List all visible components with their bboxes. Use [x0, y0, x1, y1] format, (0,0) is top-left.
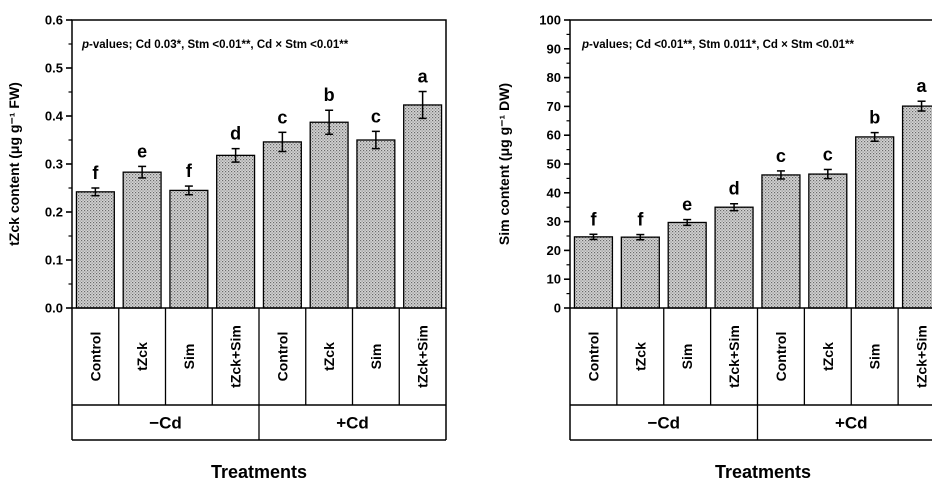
- chart2-bar: [573, 236, 614, 309]
- chart2-pvalues-annotation: p-values; Cd <0.01**, Stm 0.011*, Cd × S…: [581, 39, 855, 51]
- chart2-xlabel: Treatments: [715, 462, 811, 480]
- chart2-category-label: tZck+Sim: [914, 325, 930, 388]
- chart2-sig-letter: b: [869, 108, 880, 128]
- chart1-panel: 0.0 0.1 0.2 0.3 0.4 0.5 0.6 f e f d c b c a Control tZck…: [6, 13, 447, 480]
- chart1-category-label: tZck+Sim: [415, 325, 431, 388]
- chart1-sig-letter: c: [277, 107, 287, 127]
- chart1-category-label: tZck+Sim: [228, 325, 244, 388]
- chart2-ytick-label: 100: [539, 13, 561, 28]
- chart1-sig-letter: c: [371, 106, 381, 126]
- chart1-bar: [122, 171, 162, 309]
- chart2-pvalues-text: -values; Cd <0.01**, Stm 0.011*, Cd × St…: [589, 39, 854, 51]
- chart1-bar: [216, 154, 256, 309]
- chart2-ytick-label: 0: [554, 301, 561, 316]
- chart1-category-label: Sim: [181, 344, 197, 370]
- chart2-group-label: −Cd: [647, 414, 680, 433]
- chart1-sig-letter: f: [186, 161, 193, 181]
- chart2-bar: [667, 221, 707, 309]
- chart2-category-label: tZck: [632, 342, 648, 371]
- chart1-sig-letter: d: [230, 124, 241, 144]
- chart1-bar: [403, 104, 443, 309]
- chart2-ytick-label: 10: [547, 272, 561, 287]
- chart1-sig-letter: b: [324, 85, 335, 105]
- chart2-category-label: Sim: [679, 344, 695, 370]
- chart2-group-label: +Cd: [835, 414, 868, 433]
- chart2-ytick-label: 40: [547, 185, 561, 200]
- chart2-category-label: Control: [585, 332, 601, 382]
- chart1-bar: [75, 191, 115, 309]
- chart2-ylabel: Sim content (μg g⁻¹ DW): [496, 83, 512, 245]
- chart1-category-label: Control: [87, 332, 103, 382]
- chart2-ytick-label: 50: [547, 157, 561, 172]
- chart2-bar: [901, 105, 932, 309]
- chart2-ytick-label: 20: [547, 243, 561, 258]
- chart2-bar: [855, 136, 895, 309]
- chart2-category-label: tZck: [820, 342, 836, 371]
- chart2-sig-letter: c: [823, 144, 833, 164]
- chart1-bar: [356, 139, 396, 309]
- chart1-sig-letter: a: [418, 67, 429, 87]
- chart1-ylabel: tZck content (μg g⁻¹ FW): [6, 82, 22, 246]
- chart2-category-label: Control: [773, 332, 789, 382]
- chart1-ytick-label: 0.1: [45, 253, 63, 268]
- chart2-ytick-label: 30: [547, 214, 561, 229]
- chart2-sig-letter: d: [729, 179, 740, 199]
- chart2-ytick-label: 90: [547, 41, 561, 56]
- chart2-bar: [620, 236, 660, 309]
- chart1-ytick-label: 0.0: [45, 301, 63, 316]
- chart1-xlabel: Treatments: [211, 462, 307, 480]
- chart2-sig-letter: a: [917, 76, 928, 96]
- chart2-category-label: Sim: [867, 344, 883, 370]
- chart1-sig-letter: e: [137, 141, 147, 161]
- chart1-ytick-label: 0.6: [45, 13, 63, 28]
- chart1-category-label: tZck: [134, 342, 150, 371]
- chart1-category-label: tZck: [321, 342, 337, 371]
- chart2-bar: [761, 174, 801, 309]
- chart2-ytick-label: 60: [547, 128, 561, 143]
- chart2-bar: [714, 206, 754, 309]
- chart1-bar: [169, 189, 209, 309]
- chart1-ytick-label: 0.3: [45, 157, 63, 172]
- chart2-sig-letter: f: [590, 209, 597, 229]
- chart1-category-label: Control: [274, 332, 290, 382]
- chart1-sig-letter: f: [92, 163, 99, 183]
- chart1-category-label: Sim: [368, 344, 384, 370]
- chart1-pvalues-text: -values; Cd 0.03*, Stm <0.01**, Cd × Stm…: [89, 39, 349, 51]
- chart2-sig-letter: f: [637, 210, 644, 230]
- chart2-bar: [808, 173, 848, 309]
- chart1-ytick-label: 0.5: [45, 61, 63, 76]
- chart1-ytick-label: 0.4: [45, 109, 64, 124]
- chart2-category-label: tZck+Sim: [726, 325, 742, 388]
- chart2-ytick-label: 80: [547, 70, 561, 85]
- chart1-pvalues-italic-p: p: [81, 39, 89, 51]
- chart1-bar: [262, 141, 302, 309]
- chart1-group-label: −Cd: [149, 414, 182, 433]
- chart2-sig-letter: c: [776, 146, 786, 166]
- chart2-pvalues-italic-p: p: [581, 39, 589, 51]
- chart1-pvalues-annotation: p-values; Cd 0.03*, Stm <0.01**, Cd × St…: [81, 39, 349, 51]
- chart2-sig-letter: e: [682, 195, 692, 215]
- chart2-ytick-label: 70: [547, 99, 561, 114]
- chart1-group-label: +Cd: [336, 414, 369, 433]
- chart1-bar: [309, 121, 349, 309]
- chart1-ytick-label: 0.2: [45, 205, 63, 220]
- chart2-panel: 0 10 20 30 40 50 60 70 80 90 100 f f e d c c b a Control tZc…: [496, 13, 932, 480]
